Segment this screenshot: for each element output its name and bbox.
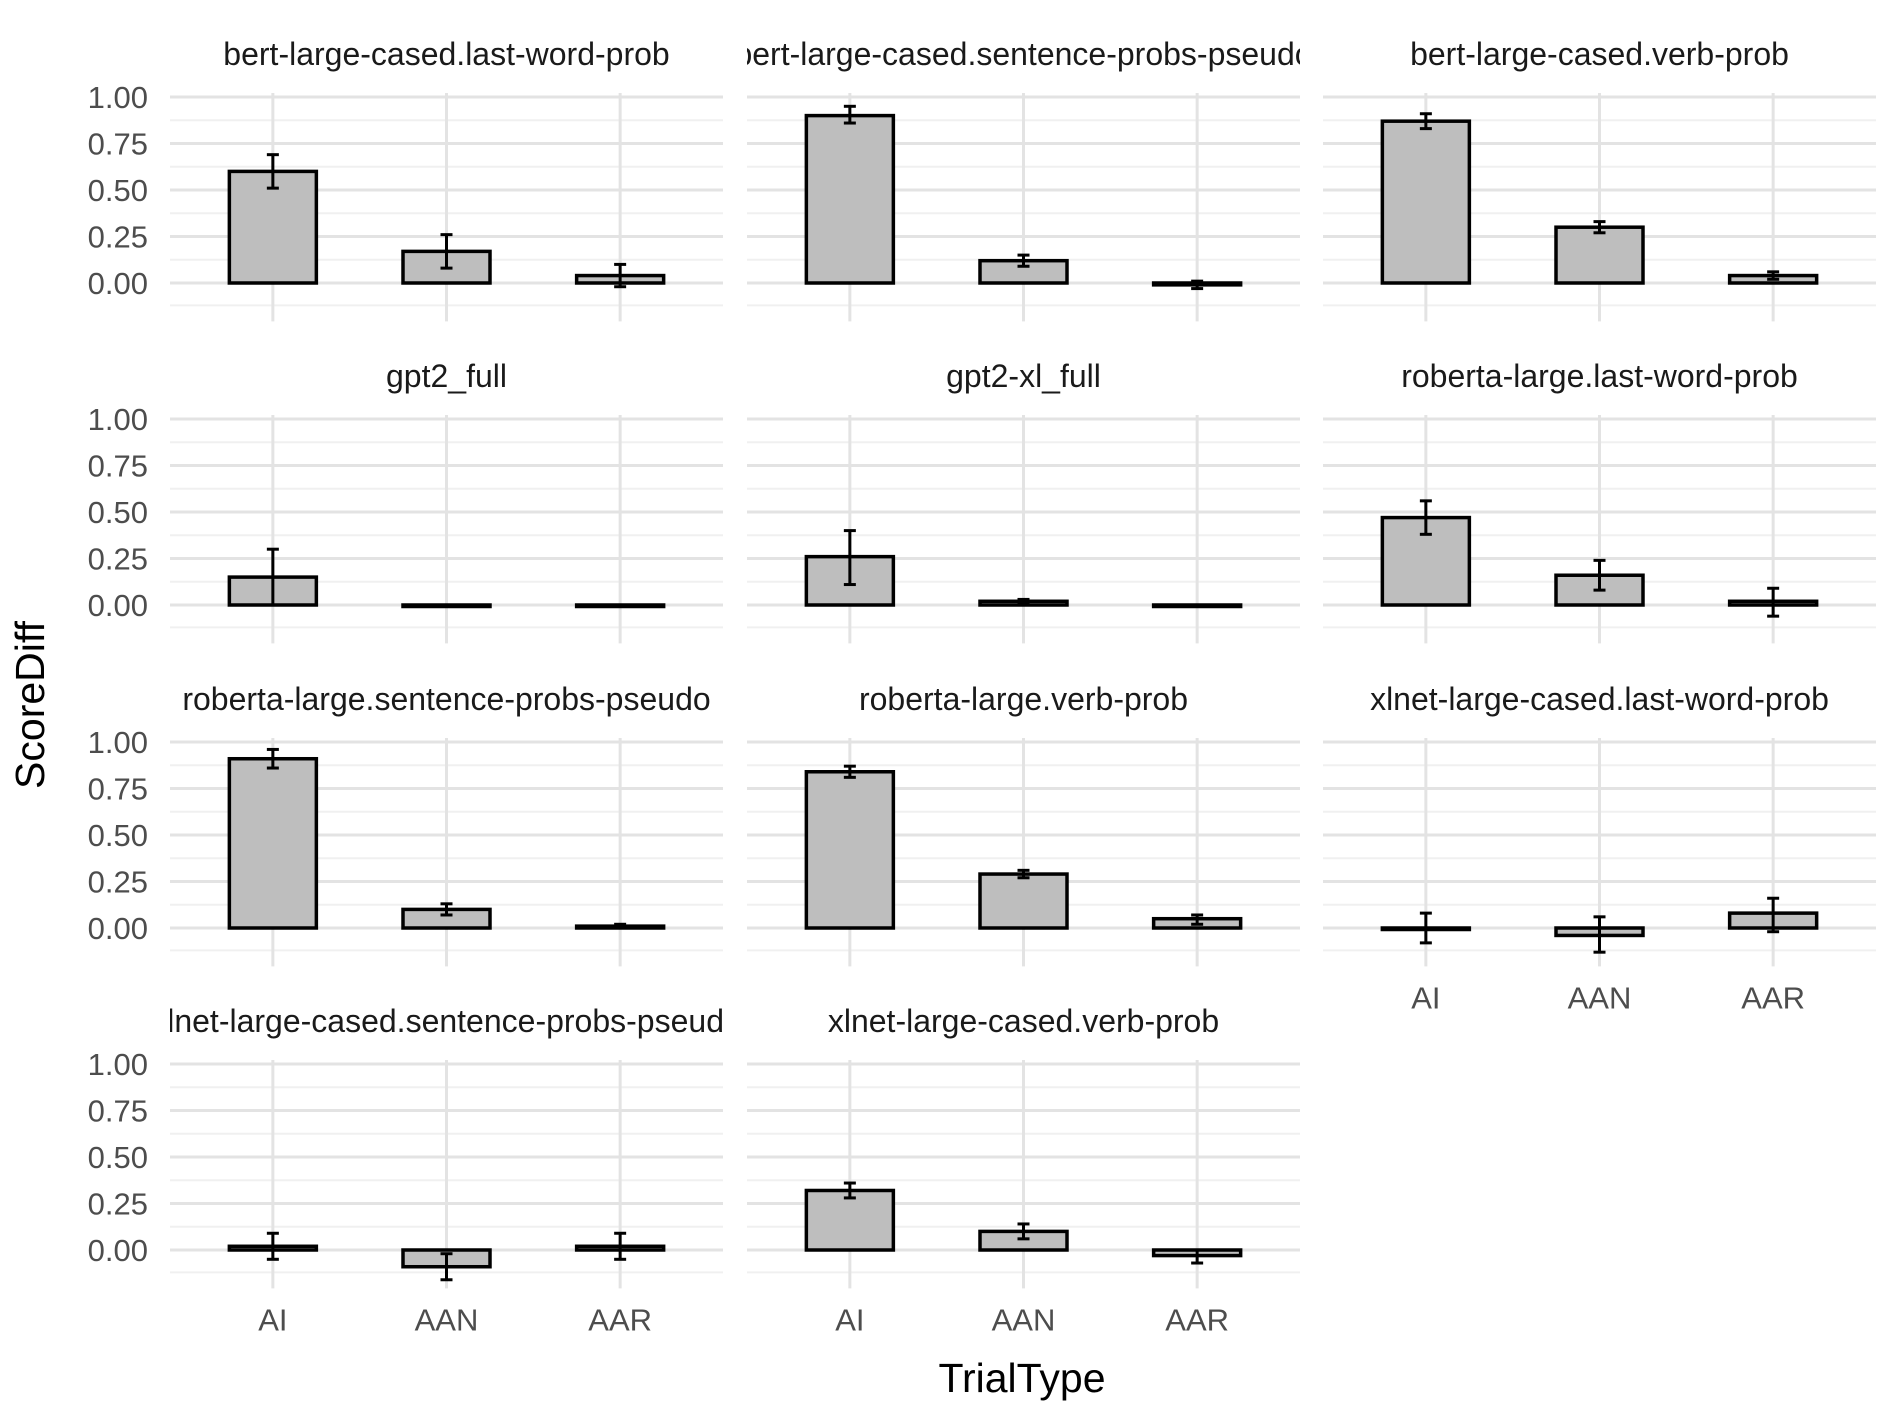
x-tick-label: AAR [588, 1302, 652, 1337]
y-tick-label: 0.50 [88, 1140, 148, 1175]
facet-panel: bert-large-cased.sentence-probs-pseudo [734, 36, 1312, 322]
facet-title: gpt2_full [386, 358, 507, 394]
y-tick-label: 0.00 [88, 911, 148, 946]
facet-panel: 1.00 0.75 0.50 0.25 0.00 AI AAN AAR xlnet-large-… [88, 1003, 742, 1337]
facet-title: xlnet-large-cased.sentence-probs-pseudo [151, 1003, 742, 1039]
y-tick-label: 0.75 [88, 1094, 148, 1129]
y-tick-label: 1.00 [88, 80, 148, 115]
y-tick-label: 0.50 [88, 818, 148, 853]
facet-title: bert-large-cased.sentence-probs-pseudo [734, 36, 1312, 72]
facet-title: roberta-large.sentence-probs-pseudo [182, 681, 710, 717]
facet-title: gpt2-xl_full [946, 358, 1101, 394]
facet-title: roberta-large.verb-prob [859, 681, 1188, 717]
facet-panel: 1.00 0.75 0.50 0.25 0.00 bert-large-cased.las… [88, 36, 723, 322]
y-tick-label: 0.75 [88, 449, 148, 484]
y-tick-label: 1.00 [88, 1047, 148, 1082]
facet-panel: bert-large-cased.verb-prob [1323, 36, 1876, 322]
x-tick-label: AAN [415, 1302, 479, 1337]
bar [227, 756, 319, 930]
y-tick-label: 0.25 [88, 865, 148, 900]
facet-title: roberta-large.last-word-prob [1401, 358, 1798, 394]
bar [1380, 119, 1472, 285]
x-tick-label: AI [258, 1302, 287, 1337]
bar [804, 770, 896, 930]
bar [978, 872, 1069, 930]
facet-title: bert-large-cased.last-word-prob [223, 36, 669, 72]
y-tick-label: 1.00 [88, 725, 148, 760]
bar [574, 603, 666, 609]
bar [804, 113, 896, 285]
y-tick-label: 0.00 [88, 266, 148, 301]
x-tick-label: AAR [1741, 980, 1805, 1015]
y-tick-label: 0.75 [88, 127, 148, 162]
x-tick-label: AI [835, 1302, 864, 1337]
y-tick-label: 0.00 [88, 1233, 148, 1268]
facet-title: xlnet-large-cased.last-word-prob [1370, 681, 1829, 717]
bar [1151, 603, 1243, 609]
y-tick-label: 0.25 [88, 220, 148, 255]
facet-title: xlnet-large-cased.verb-prob [828, 1003, 1219, 1039]
x-tick-label: AAN [1568, 980, 1632, 1015]
bar [401, 603, 492, 609]
facet-panel: roberta-large.last-word-prob [1323, 358, 1876, 644]
facet-panel: AI AAN AAR xlnet-large-cased.last-word-prob [1323, 681, 1876, 1015]
x-axis-title: TrialType [938, 1355, 1105, 1401]
y-axis-title: ScoreDiff [7, 620, 53, 788]
facet-panel: AI AAN AAR xlnet-large-cased.verb-prob [747, 1003, 1300, 1337]
bar [1554, 225, 1645, 285]
y-tick-label: 0.75 [88, 772, 148, 807]
facet-title: bert-large-cased.verb-prob [1410, 36, 1789, 72]
facet-panel: gpt2-xl_full [747, 358, 1300, 644]
y-tick-label: 0.00 [88, 588, 148, 623]
facet-panel: roberta-large.verb-prob [747, 681, 1300, 967]
x-tick-label: AAR [1165, 1302, 1229, 1337]
y-tick-label: 0.25 [88, 1187, 148, 1222]
y-tick-label: 0.50 [88, 495, 148, 530]
y-tick-label: 0.50 [88, 173, 148, 208]
x-tick-label: AAN [992, 1302, 1056, 1337]
y-tick-label: 1.00 [88, 402, 148, 437]
facet-panel: 1.00 0.75 0.50 0.25 0.00 roberta-large.senten… [88, 681, 723, 967]
x-tick-label: AI [1411, 980, 1440, 1015]
bar [227, 169, 319, 285]
facet-panel: 1.00 0.75 0.50 0.25 0.00 gpt2_full [88, 358, 723, 644]
y-tick-label: 0.25 [88, 542, 148, 577]
